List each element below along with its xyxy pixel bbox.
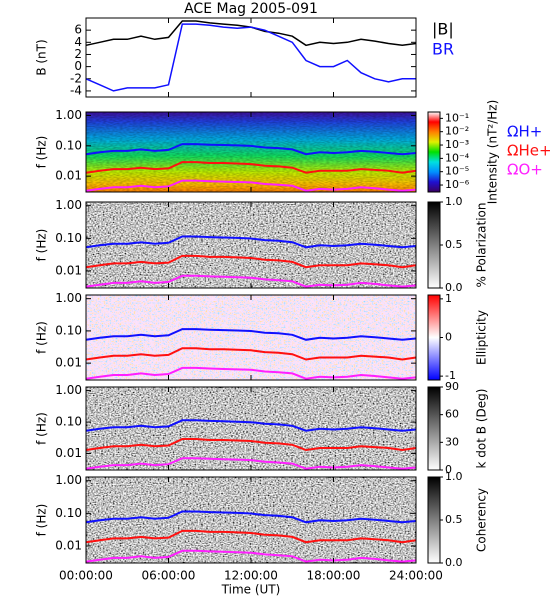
spectrogram-background — [86, 202, 416, 288]
colorbar-tick-label: 0 — [445, 331, 452, 344]
gyrofrequency-line — [85, 438, 417, 452]
gyrofrequency-line — [85, 549, 417, 563]
colorbar-tick-label: 10⁻⁴ — [445, 151, 470, 164]
gyrofrequency-line — [85, 254, 417, 269]
gyrofrequency-line — [85, 143, 417, 156]
y-tick-label: 0.01 — [55, 538, 82, 552]
y-tick-label: 0.10 — [55, 231, 82, 245]
plot-frame — [85, 201, 417, 289]
colorbar-tick-label: 1.0 — [445, 470, 463, 483]
gyrofrequency-line — [85, 347, 417, 361]
y-tick-label: 1.00 — [55, 108, 82, 122]
colorbar-tick-label: 10⁻¹ — [445, 111, 469, 124]
colorbar-tick-label: 0.5 — [445, 238, 463, 251]
y-tick-label: 0.01 — [55, 446, 82, 460]
y-tick-label: 2 — [74, 47, 82, 61]
y-tick-label: 4 — [74, 35, 82, 49]
colorbar-tick-label: 10⁻⁶ — [445, 178, 470, 191]
spectrogram-texture — [86, 112, 416, 192]
colorbar — [427, 294, 441, 381]
colorbar-tick-label: 1.0 — [445, 195, 463, 208]
legend-label: ΩH+ — [507, 123, 542, 141]
gyrofrequency-line — [85, 457, 417, 470]
legend-label: ΩO+ — [507, 161, 543, 179]
gyrofrequency-line — [85, 161, 417, 174]
y-tick-label: 1.00 — [55, 291, 82, 305]
colorbar — [427, 386, 441, 471]
legend-label: ΩHe+ — [507, 142, 550, 160]
x-tick-label: 00:00:00 — [59, 569, 113, 583]
gyrofrequency-line — [85, 274, 417, 288]
y-axis-label: B (nT) — [35, 39, 49, 75]
y-tick-label: 0.01 — [55, 356, 82, 370]
x-tick-label: 12:00:00 — [224, 569, 278, 583]
colorbar — [427, 476, 441, 564]
y-tick-label: 0.10 — [55, 323, 82, 337]
legend-label: |B| — [432, 20, 454, 39]
gyrofrequency-line — [85, 419, 417, 432]
y-tick-label: 1.00 — [55, 383, 82, 397]
colorbar-tick-label: 10⁻³ — [445, 138, 469, 151]
y-tick-label: 0.10 — [55, 138, 82, 152]
colorbar-tick-label: 0.0 — [445, 556, 463, 569]
plot-frame — [85, 476, 417, 564]
gyrofrequency-line — [85, 328, 417, 341]
colorbar — [427, 201, 441, 289]
x-tick-label: 06:00:00 — [142, 569, 196, 583]
colorbar-tick-label: 30 — [445, 435, 459, 448]
gyrofrequency-line — [85, 366, 417, 380]
y-tick-label: 0.10 — [55, 415, 82, 429]
colorbar — [427, 111, 441, 193]
legend-label: BR — [432, 40, 454, 59]
gyrofrequency-line — [85, 510, 417, 524]
y-tick-label: 1.00 — [55, 198, 82, 212]
y-axis-label: f (Hz) — [35, 321, 49, 354]
y-tick-label: 1.00 — [55, 473, 82, 487]
y-tick-label: 0 — [74, 59, 82, 73]
colorbar-label: Coherency — [475, 488, 489, 552]
colorbar-label: Intensity (nT²/Hz) — [486, 100, 500, 205]
colorbar-tick-label: 90 — [445, 380, 459, 393]
colorbar-label: Ellipticity — [475, 310, 489, 365]
colorbar-tick-label: 10⁻² — [445, 125, 469, 138]
colorbar-tick-label: 1 — [445, 292, 452, 305]
line-series — [85, 20, 417, 47]
y-tick-label: 0.10 — [55, 506, 82, 520]
colorbar-label: % Polarization — [475, 203, 489, 288]
colorbar-tick-label: 60 — [445, 408, 459, 421]
colorbar-tick-label: -1 — [445, 369, 456, 382]
spectrogram-background — [86, 387, 416, 470]
y-axis-label: f (Hz) — [35, 136, 49, 169]
plot-frame — [85, 111, 417, 193]
y-axis-label: f (Hz) — [35, 412, 49, 445]
spectrogram-background — [86, 477, 416, 563]
gyrofrequency-line — [85, 179, 417, 192]
gyrofrequency-line — [85, 235, 417, 249]
y-tick-label: 0.01 — [55, 169, 82, 183]
y-axis-label: f (Hz) — [35, 229, 49, 262]
plot-frame — [85, 294, 417, 381]
plot-frame — [85, 386, 417, 471]
chart-title: ACE Mag 2005-091 — [184, 1, 318, 17]
x-axis-label: Time (UT) — [221, 583, 281, 597]
y-tick-label: -4 — [70, 83, 82, 97]
line-series — [85, 23, 416, 92]
x-tick-label: 24:00:00 — [389, 569, 443, 583]
colorbar-tick-label: 0.5 — [445, 513, 463, 526]
x-tick-label: 18:00:00 — [307, 569, 361, 583]
colorbar-tick-label: 10⁻⁵ — [445, 165, 469, 178]
spectrogram-background — [86, 295, 416, 380]
colorbar-label: k dot B (Deg) — [475, 389, 489, 469]
gyrofrequency-line — [85, 529, 417, 544]
y-tick-label: -2 — [70, 71, 82, 85]
plot-frame — [85, 17, 417, 98]
colorbar-tick-label: 0.0 — [445, 281, 463, 294]
y-tick-label: 0.01 — [55, 263, 82, 277]
y-tick-label: 6 — [74, 23, 82, 37]
y-axis-label: f (Hz) — [35, 504, 49, 537]
colorbar-tick-label: 0 — [445, 463, 452, 476]
